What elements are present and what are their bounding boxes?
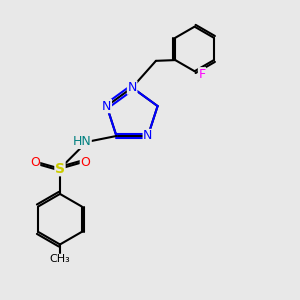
Text: N: N	[128, 81, 137, 94]
Text: S: S	[55, 162, 65, 176]
Text: CH₃: CH₃	[50, 254, 70, 264]
Text: F: F	[199, 68, 206, 81]
Text: N: N	[102, 100, 111, 112]
Text: HN: HN	[72, 135, 91, 148]
Text: N: N	[143, 130, 153, 142]
Text: O: O	[30, 156, 40, 169]
Text: O: O	[80, 156, 90, 169]
